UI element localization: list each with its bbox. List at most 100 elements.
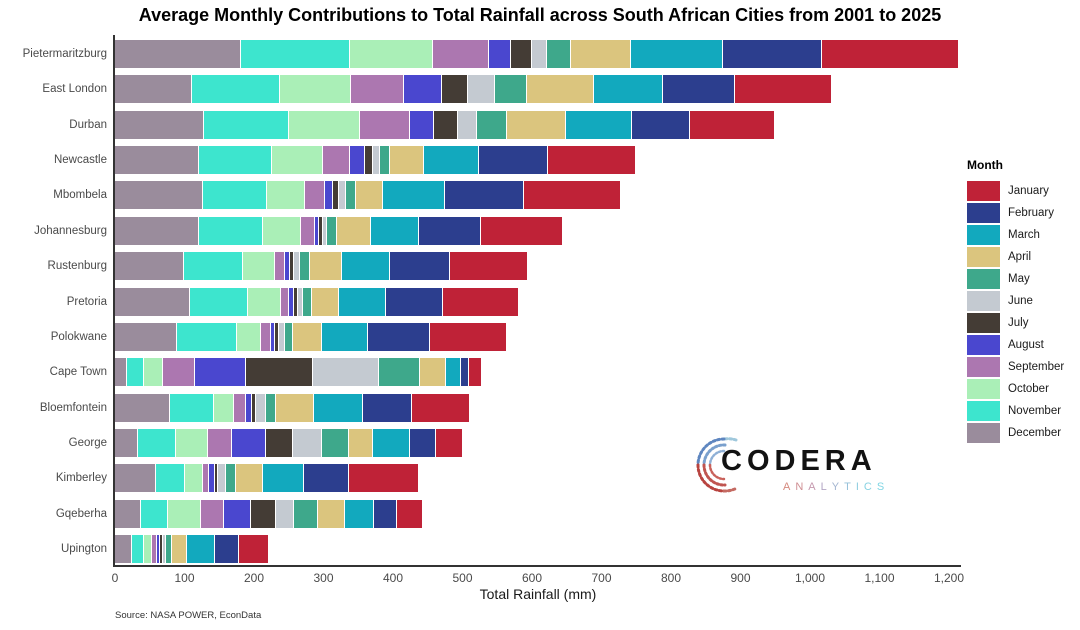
y-axis-label-upington: Upington [60, 543, 107, 556]
bar-segment-september [301, 216, 314, 245]
bar-kimberley [115, 464, 418, 493]
bar-segment-november [190, 287, 248, 316]
bar-segment-may [495, 75, 526, 104]
bar-segment-october [279, 75, 350, 104]
bar-segment-june [217, 464, 225, 493]
logo-subtitle-letter: A [783, 481, 791, 493]
bar-segment-may [346, 181, 356, 210]
bar-segment-march [187, 535, 214, 564]
bar-cape-town [115, 358, 481, 387]
bar-segment-february [374, 499, 396, 528]
y-axis-label-gqeberha: Gqeberha [55, 507, 107, 520]
bar-segment-july [251, 499, 275, 528]
logo-subtitle-letter: C [863, 481, 872, 493]
bar-segment-march [446, 358, 461, 387]
bar-segment-april [419, 358, 446, 387]
bar-segment-april [390, 146, 424, 175]
bar-segment-september [163, 358, 195, 387]
y-axis-label-pietermaritzburg: Pietermaritzburg [22, 48, 107, 60]
logo-subtitle-letter: Y [831, 481, 840, 493]
bar-segment-march [631, 40, 723, 68]
bar-segment-march [373, 428, 409, 457]
logo-subtitle-letter: L [820, 481, 827, 493]
x-tick-label: 1,100 [864, 571, 895, 585]
bar-upington [115, 535, 268, 564]
legend-label: July [1008, 317, 1029, 329]
x-tick-label: 0 [111, 571, 119, 585]
legend-item-april: April [967, 247, 1080, 267]
bar-segment-july [333, 181, 339, 210]
bar-segment-may [299, 252, 309, 281]
chart-title: Average Monthly Contributions to Total R… [138, 5, 942, 25]
bar-pretoria [115, 287, 519, 316]
bar-segment-september [208, 428, 232, 457]
bar-segment-may [303, 287, 312, 316]
bar-segment-september [234, 393, 246, 422]
bar-segment-september [432, 40, 489, 68]
bar-segment-august [314, 216, 319, 245]
bar-segment-july [159, 535, 162, 564]
bar-segment-january [689, 110, 775, 139]
bar-segment-november [127, 358, 144, 387]
bar-segment-july [441, 75, 468, 104]
bar-segment-july [293, 287, 297, 316]
y-axis-line [113, 35, 115, 567]
bar-segment-december [115, 358, 127, 387]
bar-segment-september [304, 181, 324, 210]
bar-segment-january [548, 146, 636, 175]
bar-segment-october [267, 181, 304, 210]
y-axis-label-newcastle: Newcastle [53, 154, 107, 167]
bar-segment-april [571, 40, 631, 68]
bar-segment-march [314, 393, 362, 422]
logo-subtitle-letter: I [855, 481, 859, 493]
bar-segment-november [141, 499, 167, 528]
bar-segment-december [115, 146, 198, 175]
bar-segment-may [477, 110, 506, 139]
legend-swatch-march [967, 225, 1000, 245]
bar-segment-may [322, 428, 349, 457]
bar-segment-october [176, 428, 208, 457]
x-tick-label: 1,200 [933, 571, 965, 585]
legend-swatch-april [967, 247, 1000, 267]
bar-segment-august [157, 535, 159, 564]
bar-segment-june [339, 181, 346, 210]
bar-segment-september [202, 464, 209, 493]
bar-segment-january [822, 40, 958, 68]
bar-segment-may [380, 146, 390, 175]
legend-items: January February March April May June July Augu… [967, 181, 1080, 443]
x-tick-label: 900 [730, 571, 751, 585]
bar-segment-january [436, 428, 463, 457]
bar-segment-april [349, 428, 373, 457]
x-tick-label: 400 [382, 571, 404, 585]
legend-item-september: September [967, 357, 1080, 377]
bar-segment-july [265, 428, 292, 457]
bar-segment-june [323, 216, 326, 245]
bar-segment-february [418, 216, 481, 245]
legend-item-february: February [967, 203, 1080, 223]
legend-label: November [1008, 405, 1062, 417]
bar-segment-november [155, 464, 185, 493]
legend: Month January February March April May June Ju… [967, 158, 1080, 445]
bar-segment-september [275, 252, 285, 281]
bar-segment-july [290, 252, 294, 281]
bar-segment-april [292, 322, 322, 351]
y-axis-label-cape-town: Cape Town [49, 366, 107, 379]
logo-subtitle-letter: N [795, 481, 804, 493]
bar-segment-january [239, 535, 268, 564]
bar-pietermaritzburg [115, 40, 958, 68]
bar-segment-december [115, 252, 184, 281]
bar-segment-september [151, 535, 157, 564]
legend-label: December [1008, 427, 1062, 439]
bar-segment-november [169, 393, 214, 422]
legend-item-october: October [967, 379, 1080, 399]
y-axis-label-bloemfontein: Bloemfontein [39, 401, 107, 414]
y-axis-label-johannesburg: Johannesburg [34, 224, 107, 237]
bar-segment-may [265, 393, 275, 422]
y-axis-label-kimberley: Kimberley [55, 472, 107, 485]
bar-segment-november [202, 181, 267, 210]
bar-segment-april [172, 535, 187, 564]
legend-label: August [1008, 339, 1044, 351]
bar-segment-august [195, 358, 246, 387]
